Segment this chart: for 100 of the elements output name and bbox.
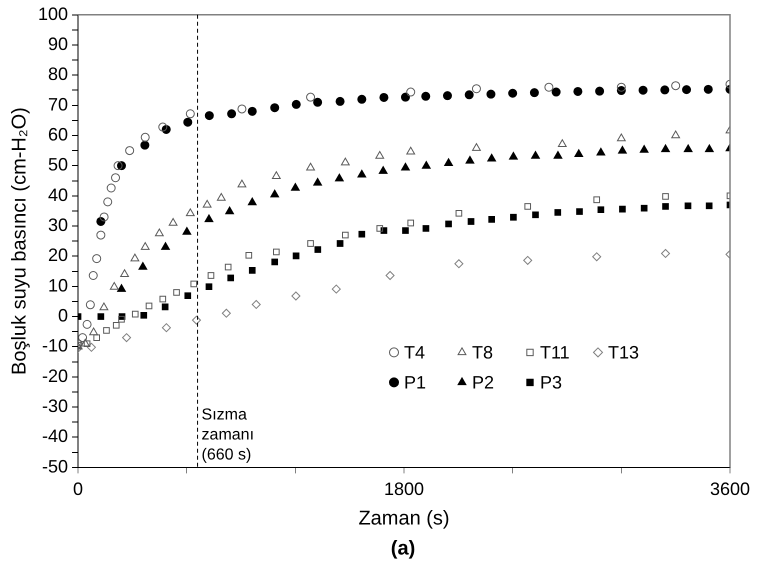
point: [358, 230, 366, 238]
point: [406, 88, 416, 97]
point: [379, 92, 388, 102]
point: [292, 100, 301, 109]
point: [190, 280, 198, 288]
point: [531, 151, 540, 159]
y-tick-label: -10: [42, 336, 68, 356]
point: [422, 225, 430, 232]
point: [558, 139, 567, 147]
point: [248, 106, 257, 116]
point: [130, 254, 140, 262]
point: [182, 227, 192, 235]
point: [596, 148, 606, 156]
point: [204, 214, 214, 222]
point: [186, 208, 195, 216]
point: [216, 192, 226, 201]
point: [508, 88, 518, 98]
point: [168, 218, 178, 226]
point: [245, 252, 252, 259]
y-tick-label: 50: [48, 154, 68, 175]
point: [554, 151, 562, 159]
point: [704, 144, 714, 152]
point: [342, 232, 349, 238]
point: [638, 86, 648, 95]
point: [248, 267, 256, 274]
point: [117, 284, 126, 292]
point: [208, 272, 214, 279]
point: [488, 216, 495, 223]
point: [336, 96, 345, 106]
point: [270, 190, 280, 198]
point: [640, 204, 648, 212]
point: [376, 225, 384, 232]
y-axis-title: Boşluk suyu basıncı (cm-H₂O): [8, 107, 31, 376]
x-tick-label: 1800: [384, 479, 424, 500]
legend-label: T8: [472, 342, 494, 362]
point: [238, 180, 246, 188]
point: [706, 202, 712, 210]
y-tick-label: 70: [48, 94, 68, 114]
point: [106, 183, 116, 192]
point: [421, 92, 430, 101]
point: [125, 146, 134, 156]
ref-line-label: Sızma zamanı (660 s): [202, 406, 254, 464]
x-tick-label: 0: [73, 479, 84, 500]
point: [552, 88, 561, 97]
point: [523, 256, 532, 265]
point: [336, 240, 344, 247]
point: [662, 203, 669, 210]
point: [400, 92, 410, 102]
point: [532, 212, 539, 218]
point: [80, 338, 90, 346]
point: [616, 82, 626, 92]
point: [140, 312, 148, 319]
point: [598, 206, 604, 214]
point: [96, 230, 106, 240]
legend-label: P2: [472, 372, 494, 392]
point: [313, 178, 322, 186]
point: [270, 103, 280, 112]
y-tick-label: 10: [48, 275, 68, 296]
point: [406, 146, 416, 155]
point: [574, 149, 584, 157]
point: [110, 282, 119, 290]
legend-label: P1: [404, 372, 426, 392]
point: [120, 269, 129, 278]
point: [162, 323, 171, 332]
point: [140, 242, 150, 250]
point: [140, 140, 150, 150]
point: [248, 197, 257, 206]
point: [472, 143, 481, 151]
point: [84, 340, 90, 348]
point: [225, 206, 234, 214]
point: [486, 90, 496, 99]
point: [454, 259, 464, 268]
point: [340, 158, 350, 166]
point: [202, 200, 212, 208]
point: [592, 252, 602, 262]
point: [78, 333, 88, 342]
point: [576, 208, 583, 215]
point: [334, 174, 344, 182]
point: [662, 193, 669, 200]
point: [530, 88, 539, 98]
point: [704, 84, 713, 94]
point: [183, 118, 192, 127]
point: [544, 82, 554, 92]
point: [618, 146, 627, 154]
point: [89, 328, 98, 336]
legend-label: T4: [404, 342, 426, 362]
point: [671, 81, 680, 90]
point: [100, 302, 108, 310]
point: [227, 274, 234, 282]
point: [554, 209, 562, 216]
point: [616, 134, 626, 142]
point: [464, 90, 474, 100]
point: [118, 316, 125, 323]
point: [222, 308, 231, 318]
point: [173, 289, 180, 296]
point: [660, 85, 670, 94]
point: [103, 197, 112, 206]
point: [93, 334, 100, 341]
point: [401, 162, 410, 171]
point: [224, 264, 232, 270]
